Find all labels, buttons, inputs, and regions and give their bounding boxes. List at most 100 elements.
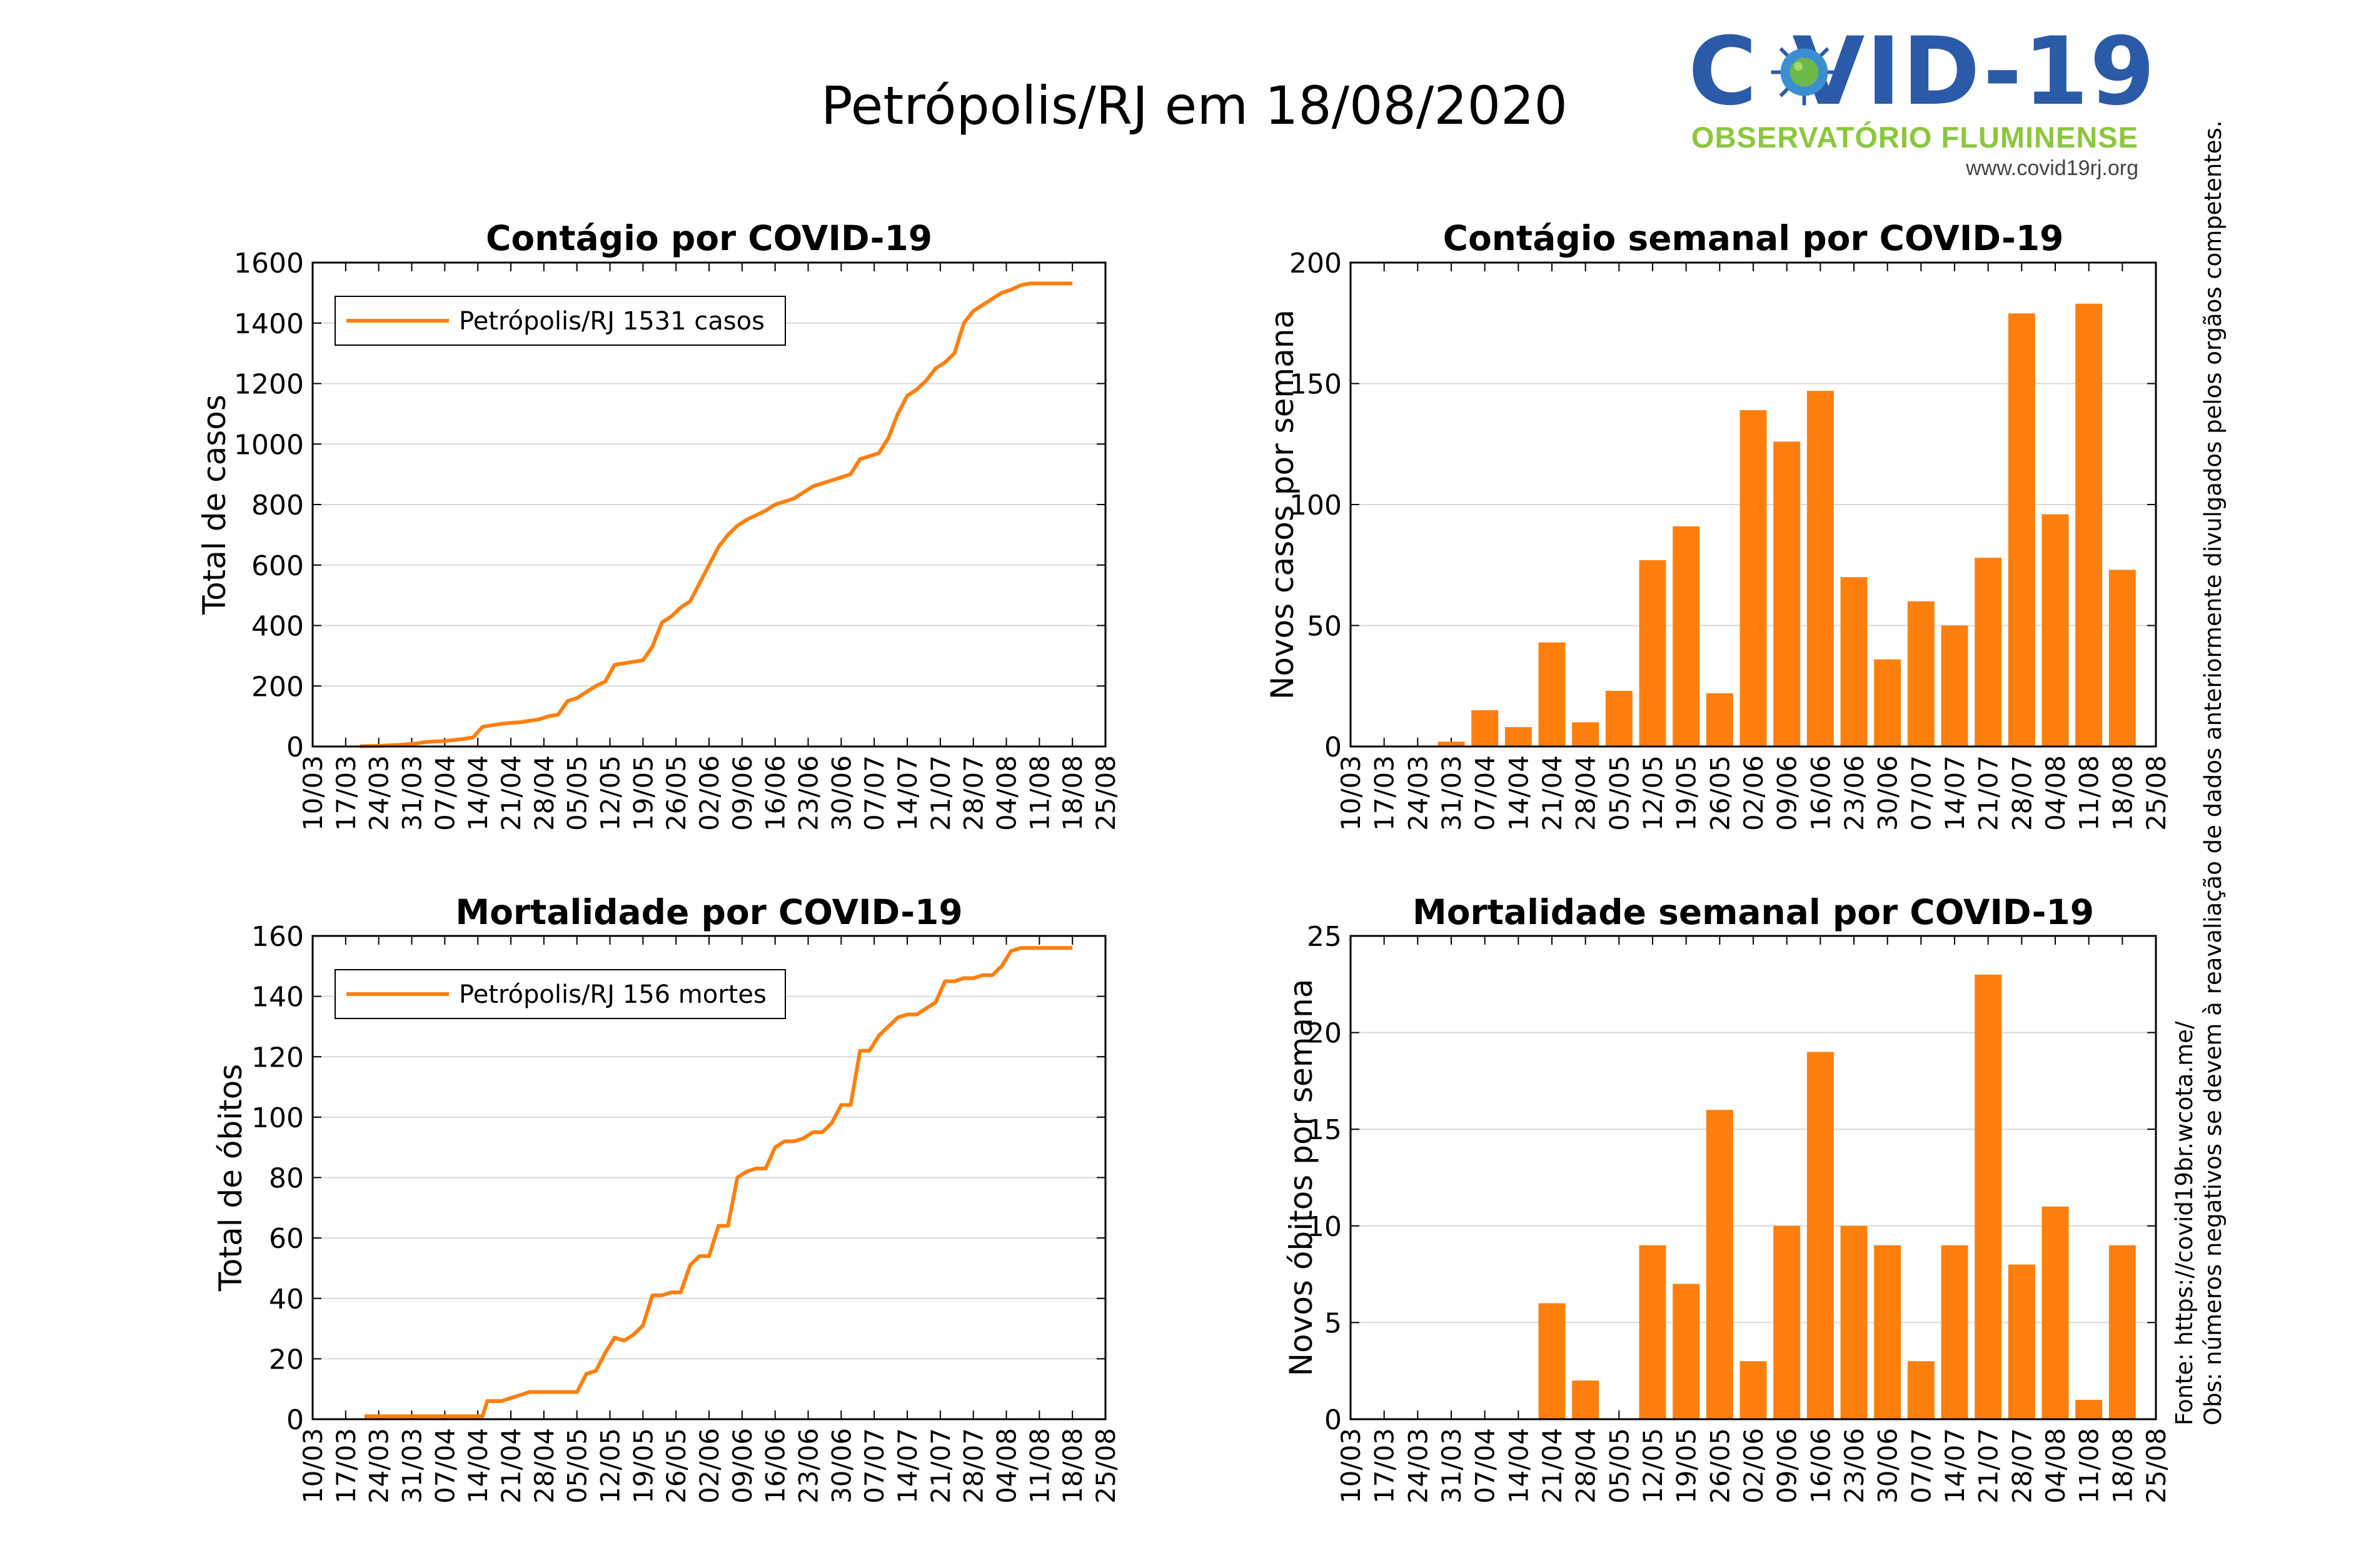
x-tick-label: 07/07 <box>859 755 890 831</box>
x-tick-label: 30/06 <box>1873 1428 1903 1504</box>
y-tick-label: 100 <box>1289 490 1342 521</box>
page-title: Petrópolis/RJ em 18/08/2020 <box>820 75 1568 136</box>
plot-frame <box>311 261 1107 748</box>
x-tick-label: 17/03 <box>331 755 361 831</box>
chart-title: Mortalidade por COVID-19 <box>455 892 962 932</box>
chart-deaths_weekly: Mortalidade semanal por COVID-19 Novos ób… <box>1283 892 2172 1504</box>
x-tick-label: 26/05 <box>661 1428 692 1504</box>
x-tick-label: 14/04 <box>463 755 493 831</box>
bar <box>2108 1245 2136 1419</box>
x-tick-label: 11/08 <box>1024 1428 1055 1504</box>
x-tick-label: 11/08 <box>1024 755 1055 831</box>
x-tick-label: 31/03 <box>397 1428 428 1504</box>
x-tick-label: 02/06 <box>694 755 725 831</box>
bar <box>2041 1206 2069 1419</box>
y-tick-label: 1400 <box>234 308 304 340</box>
plot-frame <box>311 935 1107 1420</box>
x-tick-label: 09/06 <box>1772 755 1803 831</box>
x-tick-label: 05/05 <box>562 755 593 831</box>
x-tick-label: 05/05 <box>562 1428 593 1504</box>
x-tick-label: 14/04 <box>463 1428 493 1504</box>
x-tick-label: 12/05 <box>595 1428 626 1504</box>
x-tick-label: 26/05 <box>1704 1428 1735 1504</box>
bar <box>1773 441 1801 746</box>
y-axis-label: Novos óbitos por semana <box>1283 979 1319 1377</box>
bar <box>2075 1400 2103 1419</box>
x-tick-label: 31/03 <box>1436 1428 1467 1504</box>
bar <box>1538 1303 1566 1419</box>
x-tick-label: 28/07 <box>959 1428 989 1504</box>
x-tick-label: 30/06 <box>826 755 857 831</box>
x-tick-label: 28/04 <box>1571 1428 1601 1504</box>
x-tick-label: 12/05 <box>1638 755 1668 831</box>
x-tick-label: 31/03 <box>1436 755 1467 831</box>
x-tick-label: 10/03 <box>298 1428 328 1504</box>
x-tick-label: 02/06 <box>1738 1428 1769 1504</box>
x-tick-label: 31/03 <box>397 755 428 831</box>
legend-label: Petrópolis/RJ 156 mortes <box>459 980 767 1009</box>
y-tick-label: 80 <box>269 1163 304 1195</box>
x-tick-label: 24/03 <box>1402 755 1433 831</box>
bar <box>1538 642 1566 746</box>
chart-title: Mortalidade semanal por COVID-19 <box>1412 892 2094 932</box>
bar <box>1975 558 2002 746</box>
x-tick-label: 25/08 <box>2141 1428 2172 1504</box>
bar <box>1840 577 1868 746</box>
x-tick-label: 21/04 <box>1537 1428 1568 1504</box>
logo-url: www.covid19rj.org <box>1966 156 2138 180</box>
x-tick-label: 19/05 <box>1671 755 1702 831</box>
x-tick-label: 18/08 <box>1057 755 1088 831</box>
x-tick-label: 04/08 <box>992 755 1022 831</box>
x-tick-label: 19/05 <box>628 1428 658 1504</box>
x-tick-label: 07/07 <box>1906 1428 1936 1504</box>
x-tick-label: 05/05 <box>1604 755 1634 831</box>
x-tick-label: 05/05 <box>1604 1428 1634 1504</box>
x-tick-label: 07/07 <box>859 1428 890 1504</box>
x-tick-label: 04/08 <box>992 1428 1022 1504</box>
x-tick-label: 28/07 <box>2006 755 2037 831</box>
x-tick-label: 21/07 <box>925 1428 956 1504</box>
bar <box>1673 1284 1700 1419</box>
y-tick-label: 0 <box>1324 731 1342 763</box>
x-tick-label: 10/03 <box>1336 1428 1366 1504</box>
x-tick-label: 23/06 <box>1839 1428 1870 1504</box>
x-tick-label: 18/08 <box>2107 1428 2138 1504</box>
chart-deaths_cumulative: Mortalidade por COVID-19 Total de óbitos 0… <box>213 892 1121 1504</box>
y-tick-label: 0 <box>286 1404 304 1436</box>
y-tick-label: 1600 <box>234 248 304 279</box>
x-tick-label: 23/06 <box>793 755 824 831</box>
y-tick-label: 600 <box>251 550 304 582</box>
x-tick-label: 23/06 <box>793 1428 824 1504</box>
y-tick-label: 160 <box>251 921 304 953</box>
x-tick-label: 02/06 <box>1738 755 1769 831</box>
side-note: Fonte: https://covid19br.wcota.me/ Obs: … <box>2171 38 2246 1425</box>
y-tick-label: 15 <box>1307 1114 1342 1146</box>
x-tick-label: 21/07 <box>1973 1428 2004 1504</box>
x-tick-label: 07/04 <box>1470 755 1501 831</box>
x-tick-label: 09/06 <box>727 755 758 831</box>
x-tick-label: 30/06 <box>1873 755 1903 831</box>
x-tick-label: 24/03 <box>364 755 395 831</box>
y-tick-label: 200 <box>1289 248 1342 279</box>
y-tick-label: 1200 <box>234 369 304 401</box>
bar <box>1639 560 1666 746</box>
x-tick-label: 10/03 <box>1336 755 1366 831</box>
x-tick-label: 14/07 <box>892 755 923 831</box>
bar <box>1572 722 1599 746</box>
x-tick-label: 26/05 <box>1704 755 1735 831</box>
x-tick-label: 07/04 <box>1470 1428 1501 1504</box>
x-tick-label: 16/06 <box>1805 755 1836 831</box>
x-tick-label: 04/08 <box>2040 755 2071 831</box>
bar <box>1941 625 1968 746</box>
bar <box>1437 741 1465 746</box>
bar <box>1975 974 2002 1419</box>
bar <box>2008 1264 2035 1419</box>
side-note-obs: Obs: números negativos se devem à reaval… <box>2200 120 2227 1425</box>
series-line <box>360 281 1073 748</box>
bar <box>1773 1225 1801 1419</box>
x-tick-label: 10/03 <box>298 755 328 831</box>
x-tick-label: 28/04 <box>529 1428 560 1504</box>
y-tick-label: 400 <box>251 611 304 643</box>
y-tick-label: 5 <box>1324 1307 1342 1339</box>
bar <box>2075 303 2103 746</box>
